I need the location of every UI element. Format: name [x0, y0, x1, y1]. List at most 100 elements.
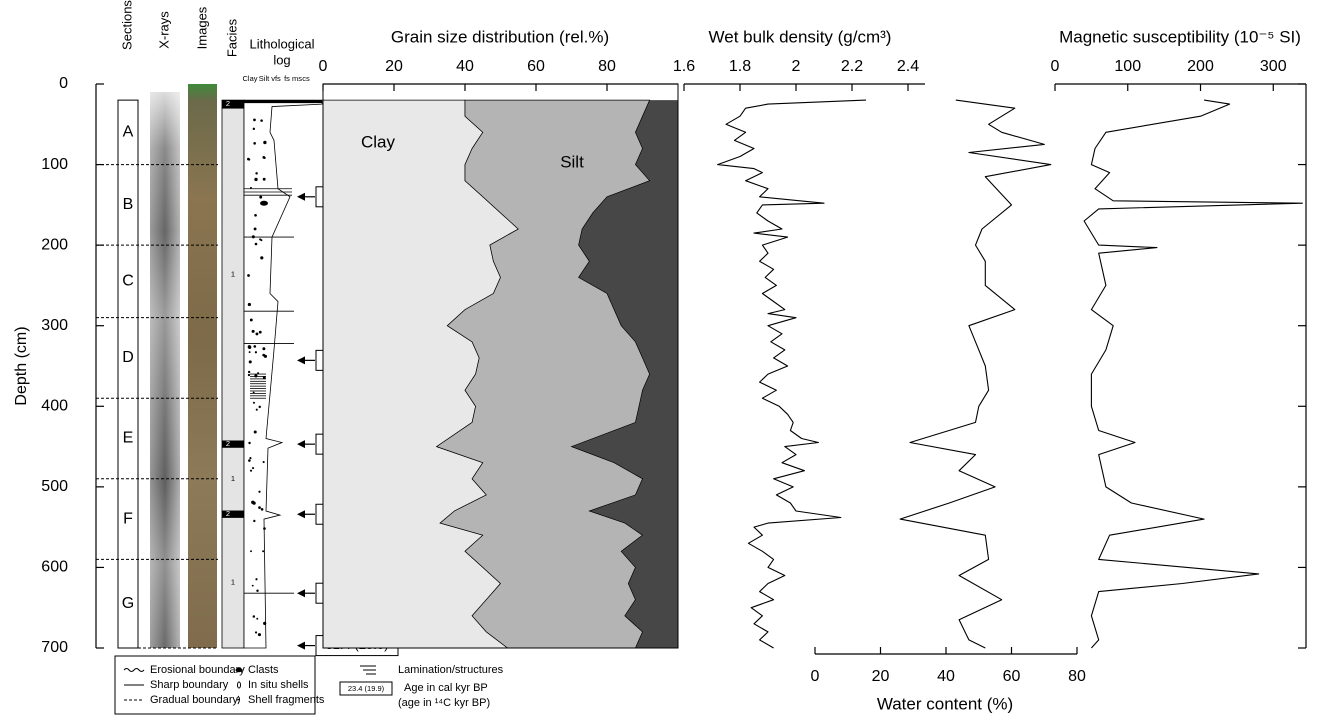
- facies-label: 2: [226, 509, 230, 518]
- clast: [253, 118, 256, 122]
- depth-tick-label: 200: [41, 236, 68, 253]
- legend-clast: [235, 667, 243, 673]
- x-tick-label: 2.2: [841, 58, 863, 75]
- clast: [263, 140, 267, 145]
- clast: [256, 589, 259, 592]
- lithology-drawing: [243, 99, 323, 649]
- clast: [260, 119, 263, 122]
- facies-label: 1: [231, 474, 235, 483]
- panel-title: Water content (%): [877, 694, 1013, 713]
- x-tick-label: 80: [1068, 668, 1086, 685]
- clast: [248, 459, 251, 462]
- panel-title: Wet bulk density (g/cm³): [709, 27, 892, 46]
- panel-title: Magnetic susceptibility (10⁻⁵ SI): [1059, 27, 1301, 46]
- age-arrowhead: [297, 510, 305, 519]
- x-tick-label: 80: [598, 58, 616, 75]
- age-arrowhead: [297, 440, 305, 449]
- clast: [253, 227, 257, 231]
- clast: [253, 519, 256, 523]
- legend-shell: [237, 681, 241, 689]
- clast: [252, 615, 256, 618]
- clast: [253, 430, 257, 434]
- age-arrowhead: [297, 192, 305, 201]
- clast: [249, 469, 253, 472]
- clast: [247, 274, 250, 277]
- clast: [256, 617, 259, 620]
- legend-box: [114, 655, 316, 715]
- clast: [255, 332, 259, 336]
- legend-text: Sharp boundary: [150, 679, 229, 691]
- clast: [253, 142, 256, 145]
- clast: [247, 370, 251, 374]
- depth-tick-label: 0: [59, 75, 68, 92]
- depth-tick-label: 700: [41, 639, 68, 656]
- clast: [258, 405, 261, 409]
- x-tick-label: 60: [1003, 668, 1021, 685]
- grain-scale-label: Clay: [242, 74, 257, 83]
- lithology-top: [244, 100, 322, 104]
- panel-frame: [322, 83, 679, 649]
- panel-title: Grain size distribution (rel.%): [391, 27, 609, 46]
- depth-axis-label: Depth (cm): [13, 326, 30, 405]
- x-tick-label: 20: [872, 668, 890, 685]
- clast: [254, 374, 258, 378]
- clast: [248, 441, 251, 445]
- clast: [249, 318, 253, 322]
- clast: [263, 156, 266, 160]
- clast: [247, 302, 251, 307]
- clast: [263, 354, 268, 358]
- grain-scale-label: fs: [284, 74, 290, 83]
- section-label: C: [122, 273, 134, 290]
- facies-label: 1: [231, 270, 235, 279]
- x-tick-label: 40: [937, 668, 955, 685]
- grain-scale-label: vfs: [271, 74, 281, 83]
- legend-text: In situ shells: [248, 679, 309, 691]
- x-tick-label: 1.6: [673, 58, 695, 75]
- clast: [248, 158, 251, 161]
- clast: [260, 508, 264, 511]
- age-arrowhead: [297, 641, 305, 650]
- x-tick-label: 1.8: [729, 58, 751, 75]
- depth-tick-label: 500: [41, 478, 68, 495]
- column-header: log: [273, 52, 290, 67]
- clast: [250, 186, 252, 189]
- grain-scale-label: cs: [302, 74, 310, 83]
- depth-tick-label: 600: [41, 559, 68, 576]
- clast: [251, 329, 255, 333]
- clast: [258, 330, 262, 334]
- legend-text: (age in ¹⁴C kyr BP): [398, 697, 490, 709]
- clast: [257, 372, 260, 375]
- clast: [252, 127, 256, 131]
- clast: [262, 347, 266, 351]
- clast: [254, 242, 258, 246]
- x-tick-label: 0: [811, 668, 820, 685]
- clast: [248, 360, 252, 364]
- legend-erosional: [123, 668, 145, 672]
- facies-label: 2: [226, 99, 230, 108]
- clast: [263, 621, 267, 625]
- column-header: Lithological: [249, 36, 314, 51]
- legend-fragment: [236, 695, 241, 705]
- x-tick-label: 60: [527, 58, 545, 75]
- facies-label: 1: [231, 578, 235, 587]
- x-tick-label: 0: [1051, 58, 1060, 75]
- clast: [259, 195, 263, 199]
- clast: [262, 460, 265, 464]
- clast: [262, 376, 266, 379]
- clast: [255, 408, 258, 411]
- clast: [254, 351, 258, 354]
- section-label: D: [122, 349, 134, 366]
- clast: [247, 373, 251, 377]
- x-tick-label: 300: [1260, 58, 1287, 75]
- age-arrowhead: [297, 589, 305, 598]
- legend-text: Lamination/structures: [398, 664, 504, 676]
- section-label: G: [122, 595, 134, 612]
- x-tick-label: 0: [319, 58, 328, 75]
- clast: [254, 631, 258, 634]
- core-images: [150, 84, 217, 648]
- column-header: Sections: [119, 0, 134, 50]
- legend-text: Gradual boundary: [150, 694, 239, 706]
- column-header: Images: [194, 6, 209, 49]
- clast: [247, 345, 252, 349]
- xray-shading: [150, 92, 180, 648]
